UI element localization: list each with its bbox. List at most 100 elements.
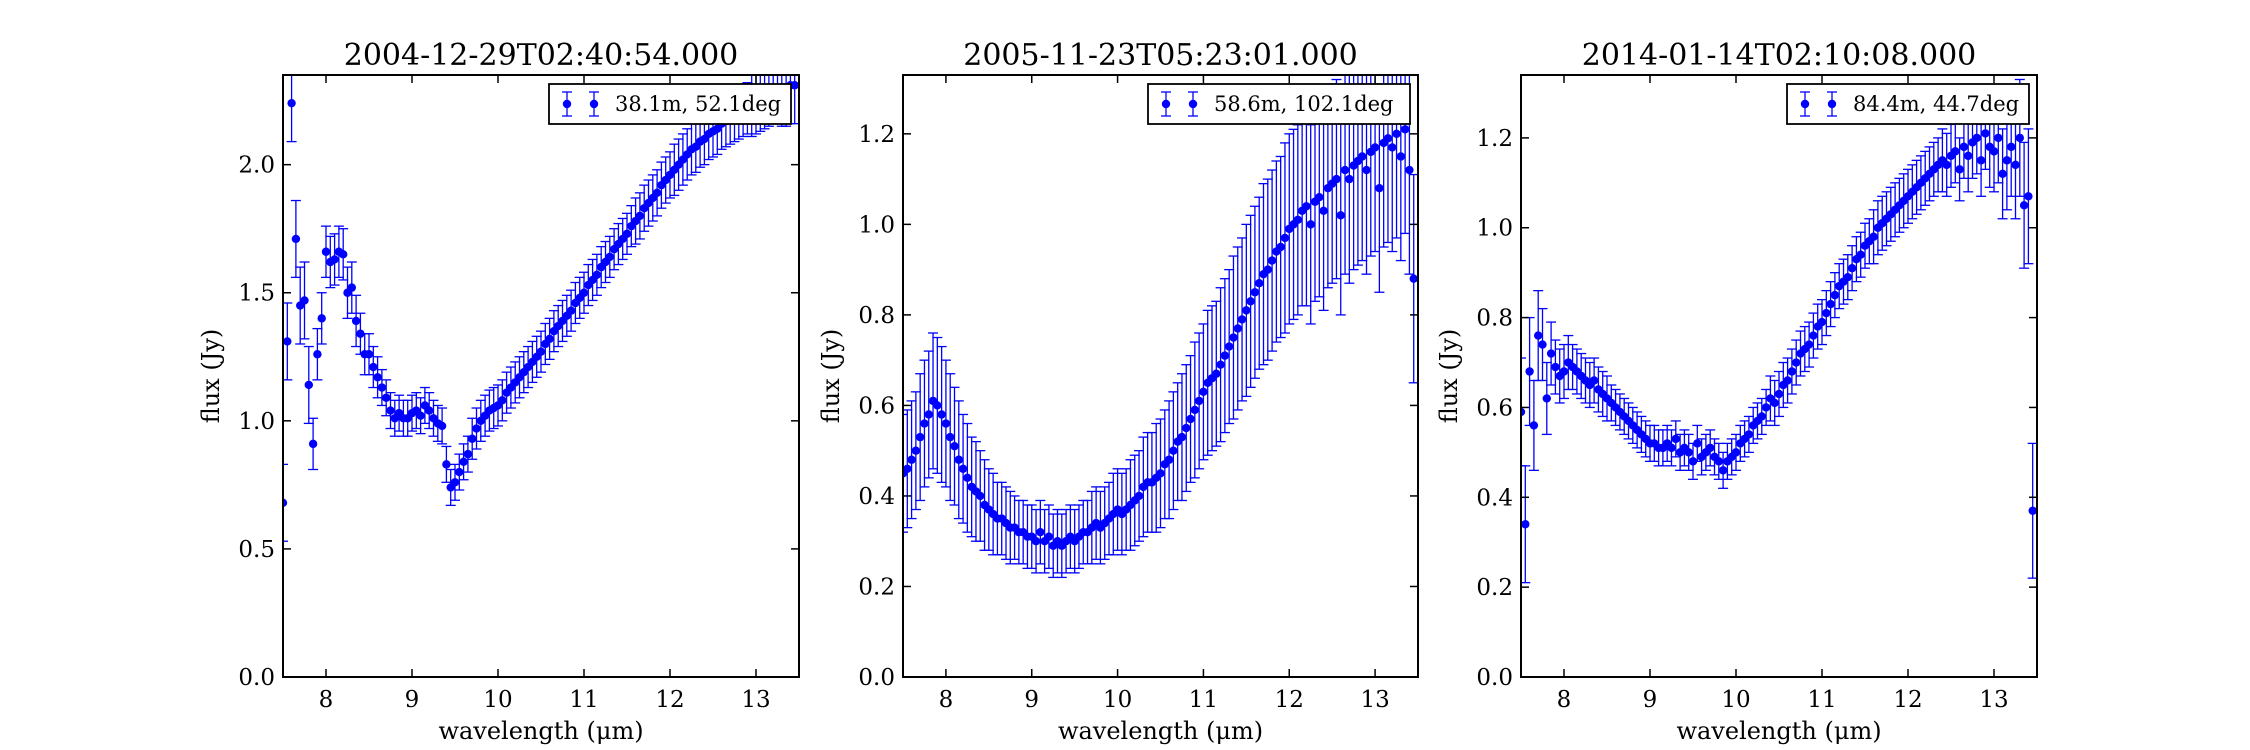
data-point: [958, 464, 968, 473]
data-point-group: [626, 204, 637, 248]
data-point-group: [1537, 307, 1548, 382]
data-point: [1774, 389, 1784, 399]
data-point: [1792, 358, 1801, 367]
data-point-group: [1705, 429, 1716, 467]
data-point-group: [1155, 418, 1166, 529]
data-point-group: [458, 443, 469, 481]
data-point-group: [411, 392, 422, 430]
data-point: [287, 98, 296, 108]
data-point: [1847, 263, 1857, 273]
data-series: [283, 75, 799, 542]
legend-marker: [562, 99, 572, 109]
data-point-group: [385, 392, 396, 430]
data-point-group: [1941, 132, 1952, 197]
data-point: [1246, 297, 1255, 306]
data-point: [903, 464, 912, 473]
data-point: [313, 350, 322, 359]
data-point: [933, 401, 942, 410]
legend: 84.4m, 44.7deg: [1786, 83, 2030, 125]
data-point: [907, 455, 916, 464]
data-point-group: [376, 368, 387, 407]
y-tick-label: 1.2: [1476, 126, 1513, 152]
data-point: [1981, 129, 1990, 138]
data-point: [1186, 414, 1195, 424]
data-point-group: [346, 261, 357, 314]
data-point-group: [1718, 451, 1729, 489]
data-point-group: [1885, 186, 1896, 242]
data-point: [2028, 506, 2037, 515]
data-point: [635, 211, 645, 221]
chart-title: 2004-12-29T02:40:54.000: [344, 38, 739, 73]
data-point-group: [1533, 289, 1544, 382]
chart-title: 2014-01-14T02:10:08.000: [1582, 38, 1977, 73]
data-point-group: [1731, 433, 1741, 471]
data-point-group: [1524, 316, 1535, 427]
data-point-group: [548, 310, 559, 353]
data-point-group: [1898, 173, 1909, 229]
y-tick-label: 1.0: [858, 212, 895, 238]
data-point: [622, 229, 632, 239]
data-point-group: [1224, 268, 1235, 425]
data-point: [1332, 174, 1341, 184]
data-point: [1276, 242, 1285, 252]
data-point: [1546, 349, 1556, 358]
data-point: [1405, 165, 1414, 175]
data-point: [1302, 202, 1311, 211]
data-point: [1340, 165, 1350, 175]
data-point: [1830, 290, 1840, 300]
data-point: [1542, 394, 1552, 403]
data-point: [1951, 147, 1960, 156]
data-point: [351, 316, 361, 326]
data-point: [321, 247, 331, 256]
data-point-group: [1194, 332, 1205, 470]
data-point: [963, 473, 972, 483]
legend-label: 84.4m, 44.7deg: [1853, 92, 2019, 116]
data-point-group: [1666, 429, 1677, 467]
data-point: [579, 288, 589, 297]
data-point: [976, 491, 985, 501]
data-point-group: [1821, 289, 1832, 337]
y-tick-label: 0.5: [238, 537, 275, 563]
data-point-group: [1245, 214, 1256, 388]
data-point-group: [1232, 246, 1243, 411]
axes-frame: [902, 74, 1419, 678]
x-tick-label: 8: [1557, 687, 1572, 713]
data-point-group: [1834, 263, 1845, 310]
data-point: [1263, 265, 1272, 274]
legend-marker: [1827, 99, 1837, 109]
legend-box: [1786, 83, 2030, 125]
data-point: [1959, 142, 1969, 152]
data-point: [1869, 232, 1878, 241]
data-point: [1156, 469, 1165, 478]
x-tick-label: 9: [1024, 687, 1039, 713]
data-point: [1216, 360, 1225, 369]
data-point-group: [1073, 504, 1084, 570]
data-point: [442, 460, 451, 469]
chart-title: 2005-11-23T05:23:01.000: [963, 38, 1358, 73]
legend-label: 58.6m, 102.1deg: [1214, 92, 1393, 116]
y-tick-label: 1.2: [858, 122, 895, 148]
data-point: [2015, 133, 2025, 143]
data-point-group: [364, 333, 374, 376]
legend-label: 38.1m, 52.1deg: [615, 92, 781, 116]
data-point: [1267, 256, 1277, 265]
data-point: [1989, 147, 1999, 156]
data-point-group: [1189, 341, 1200, 479]
data-point-group: [1632, 411, 1643, 449]
data-point-group: [1134, 450, 1145, 542]
data-point: [1817, 317, 1827, 327]
data-point: [920, 419, 929, 428]
data-point-group: [415, 397, 426, 435]
data-point-group: [1176, 373, 1187, 502]
data-point: [1529, 421, 1539, 430]
legend-marker: [1161, 99, 1171, 109]
data-point-group: [381, 379, 392, 417]
data-point-group: [1950, 119, 1961, 184]
data-point-group: [497, 379, 508, 422]
data-point-group: [445, 468, 456, 507]
data-point: [1220, 351, 1230, 360]
data-point: [317, 314, 326, 323]
data-point: [950, 441, 959, 451]
data-point-group: [299, 261, 310, 340]
data-point-group: [329, 233, 340, 286]
